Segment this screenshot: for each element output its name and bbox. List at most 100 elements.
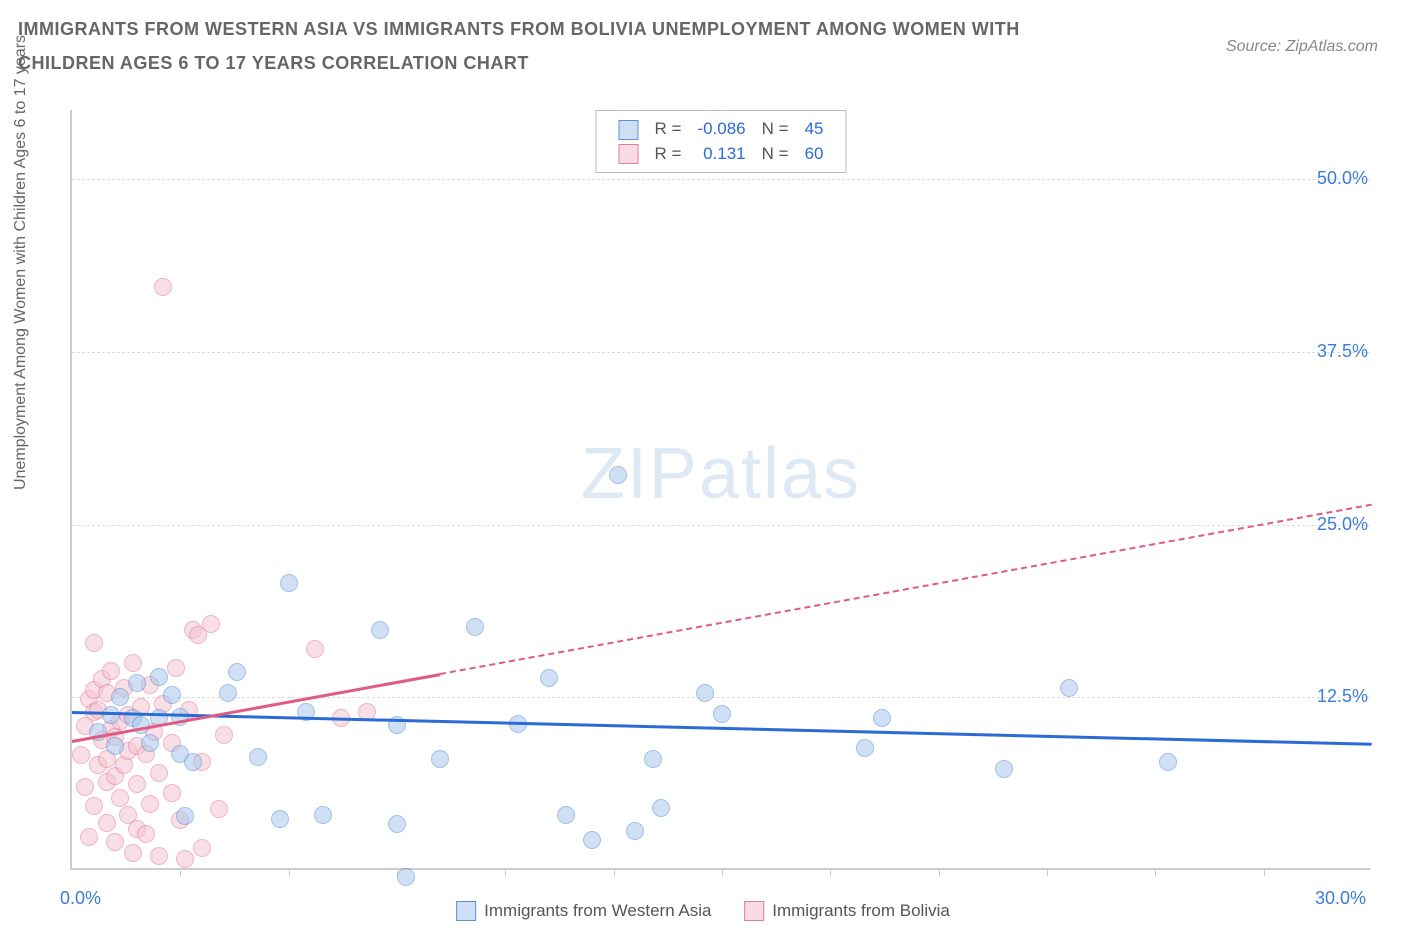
- data-point: [128, 775, 146, 793]
- data-point: [150, 668, 168, 686]
- gridline-horizontal: [72, 352, 1370, 353]
- data-point: [696, 684, 714, 702]
- data-point: [873, 709, 891, 727]
- data-point: [150, 764, 168, 782]
- data-point: [644, 750, 662, 768]
- x-tick: [180, 868, 181, 876]
- legend-swatch-a: [619, 120, 639, 140]
- y-tick-label: 37.5%: [1317, 341, 1368, 362]
- data-point: [609, 466, 627, 484]
- x-tick: [289, 868, 290, 876]
- data-point: [106, 833, 124, 851]
- x-tick: [830, 868, 831, 876]
- data-point: [388, 815, 406, 833]
- data-point: [1060, 679, 1078, 697]
- legend-row-series-a: R = -0.086 N = 45: [611, 117, 832, 142]
- data-point: [111, 789, 129, 807]
- chart-title: IMMIGRANTS FROM WESTERN ASIA VS IMMIGRAN…: [18, 12, 1118, 80]
- legend-swatch-b: [619, 144, 639, 164]
- legend-r-label: R =: [647, 142, 690, 167]
- x-tick: [722, 868, 723, 876]
- data-point: [128, 674, 146, 692]
- legend-item-b: Immigrants from Bolivia: [744, 901, 950, 921]
- data-point: [1159, 753, 1177, 771]
- data-point: [713, 705, 731, 723]
- data-point: [219, 684, 237, 702]
- data-point: [72, 746, 90, 764]
- legend-n-label: N =: [754, 117, 797, 142]
- legend-swatch-b-bottom: [744, 901, 764, 921]
- x-tick: [614, 868, 615, 876]
- data-point: [124, 844, 142, 862]
- data-point: [106, 737, 124, 755]
- data-point: [210, 800, 228, 818]
- legend-label-b: Immigrants from Bolivia: [772, 901, 950, 921]
- data-point: [102, 662, 120, 680]
- data-point: [80, 828, 98, 846]
- data-point: [102, 706, 120, 724]
- data-point: [314, 806, 332, 824]
- data-point: [215, 726, 233, 744]
- legend-n-label: N =: [754, 142, 797, 167]
- legend-swatch-a-bottom: [456, 901, 476, 921]
- legend-correlation-box: R = -0.086 N = 45 R = 0.131 N = 60: [596, 110, 847, 173]
- x-tick: [1264, 868, 1265, 876]
- source-attribution: Source: ZipAtlas.com: [1226, 38, 1378, 56]
- data-point: [652, 799, 670, 817]
- legend-label-a: Immigrants from Western Asia: [484, 901, 711, 921]
- data-point: [228, 663, 246, 681]
- watermark-suffix: atlas: [699, 434, 861, 514]
- data-point: [995, 760, 1013, 778]
- plot-area: ZIPatlas R = -0.086 N = 45 R = 0.131 N =…: [70, 110, 1370, 870]
- data-point: [176, 807, 194, 825]
- data-point: [85, 634, 103, 652]
- legend-n-value-a: 45: [797, 117, 832, 142]
- data-point: [466, 618, 484, 636]
- data-point: [163, 686, 181, 704]
- data-point: [150, 847, 168, 865]
- legend-item-a: Immigrants from Western Asia: [456, 901, 711, 921]
- x-tick: [1155, 868, 1156, 876]
- data-point: [397, 868, 415, 886]
- y-axis-label: Unemployment Among Women with Children A…: [12, 35, 30, 490]
- watermark-prefix: ZIP: [581, 434, 699, 514]
- x-axis-min-label: 0.0%: [60, 888, 101, 909]
- data-point: [193, 839, 211, 857]
- x-tick: [505, 868, 506, 876]
- data-point: [540, 669, 558, 687]
- data-point: [557, 806, 575, 824]
- data-point: [163, 784, 181, 802]
- legend-r-value-a: -0.086: [689, 117, 753, 142]
- data-point: [111, 688, 129, 706]
- legend-r-value-b: 0.131: [689, 142, 753, 167]
- data-point: [271, 810, 289, 828]
- data-point: [306, 640, 324, 658]
- gridline-horizontal: [72, 697, 1370, 698]
- gridline-horizontal: [72, 525, 1370, 526]
- legend-row-series-b: R = 0.131 N = 60: [611, 142, 832, 167]
- data-point: [249, 748, 267, 766]
- legend-bottom: Immigrants from Western Asia Immigrants …: [442, 901, 964, 926]
- y-tick-label: 25.0%: [1317, 514, 1368, 535]
- data-point: [154, 278, 172, 296]
- x-tick: [939, 868, 940, 876]
- data-point: [583, 831, 601, 849]
- data-point: [626, 822, 644, 840]
- data-point: [85, 797, 103, 815]
- gridline-horizontal: [72, 179, 1370, 180]
- legend-r-label: R =: [647, 117, 690, 142]
- legend-n-value-b: 60: [797, 142, 832, 167]
- data-point: [141, 795, 159, 813]
- trend-line: [440, 504, 1372, 675]
- data-point: [431, 750, 449, 768]
- data-point: [167, 659, 185, 677]
- data-point: [202, 615, 220, 633]
- data-point: [98, 814, 116, 832]
- data-point: [184, 753, 202, 771]
- data-point: [856, 739, 874, 757]
- data-point: [141, 734, 159, 752]
- data-point: [137, 825, 155, 843]
- data-point: [371, 621, 389, 639]
- data-point: [76, 778, 94, 796]
- y-tick-label: 12.5%: [1317, 686, 1368, 707]
